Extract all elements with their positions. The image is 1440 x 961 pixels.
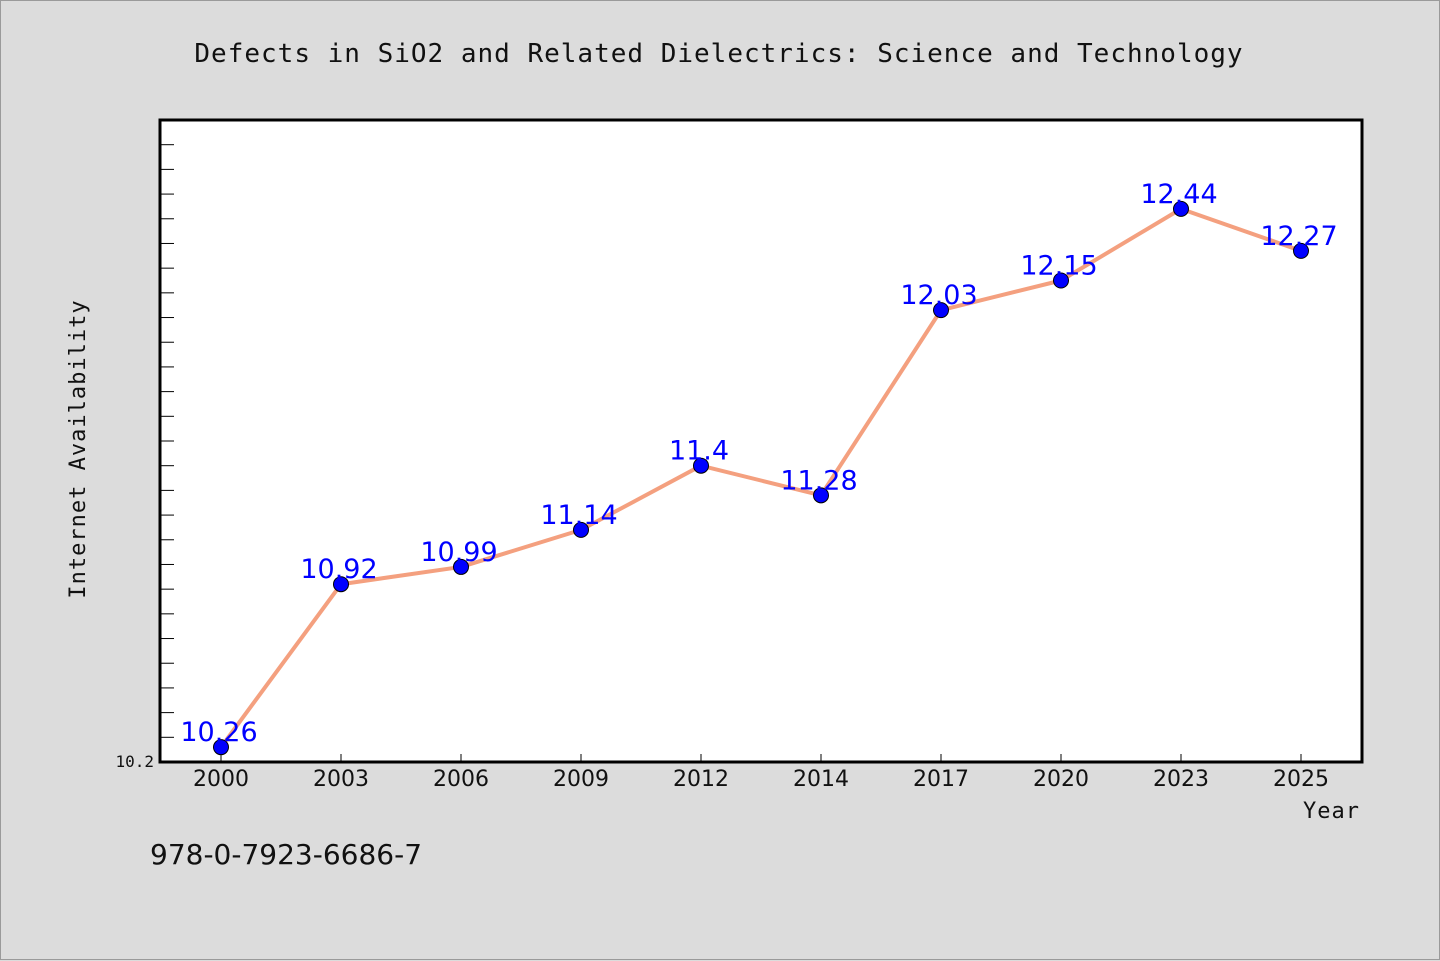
- data-point: [333, 576, 349, 593]
- data-label: 10.92: [300, 554, 377, 585]
- data-labels: 10.26 10.92 10.99 11.14 11.4 11.28 12.03 12.15 1…: [180, 179, 1337, 748]
- data-label: 10.26: [180, 717, 257, 748]
- x-tick-label: 2020: [1033, 767, 1089, 792]
- x-tick-label: 2023: [1153, 767, 1209, 792]
- x-tick-label: 2000: [193, 767, 249, 792]
- data-point: [693, 457, 709, 474]
- y-axis-title: Internet Availability: [66, 299, 91, 598]
- y-axis-min-label: 10.2: [115, 752, 154, 771]
- chart-title: Defects in SiO2 and Related Dielectrics:…: [194, 39, 1243, 69]
- x-tick-label: 2025: [1273, 767, 1329, 792]
- data-label: 12.03: [900, 280, 977, 311]
- data-markers: [213, 200, 1309, 756]
- data-label: 11.28: [780, 465, 857, 496]
- plot-area: [158, 118, 1364, 764]
- data-label: 12.44: [1140, 179, 1217, 210]
- data-label: 12.27: [1260, 221, 1337, 252]
- data-point: [213, 739, 229, 756]
- series-line: [219, 206, 1303, 750]
- data-label: 11.4: [669, 436, 729, 467]
- x-axis-ticks: 2000 2003 2006 2009 2012 2014 2017 2020 2023 2025: [193, 754, 1329, 792]
- x-tick-label: 2003: [313, 767, 369, 792]
- data-point: [933, 302, 949, 319]
- x-axis-title: Year: [1303, 799, 1360, 824]
- x-tick-label: 2009: [553, 767, 609, 792]
- x-tick-label: 2012: [673, 767, 729, 792]
- x-tick-label: 2006: [433, 767, 489, 792]
- data-point: [453, 558, 469, 575]
- data-label: 12.15: [1020, 251, 1097, 282]
- data-point: [573, 521, 589, 538]
- data-point: [813, 487, 829, 504]
- x-tick-label: 2017: [913, 767, 969, 792]
- series-line-layer: [219, 206, 1303, 750]
- data-label: 10.99: [420, 537, 497, 568]
- data-point: [1053, 272, 1069, 289]
- x-tick-label: 2014: [793, 767, 849, 792]
- y-axis-ticks: [160, 144, 174, 763]
- data-point: [1293, 242, 1309, 259]
- data-point: [1173, 200, 1189, 217]
- data-label: 11.14: [540, 500, 617, 531]
- isbn-text: 978-0-7923-6686-7: [150, 838, 422, 871]
